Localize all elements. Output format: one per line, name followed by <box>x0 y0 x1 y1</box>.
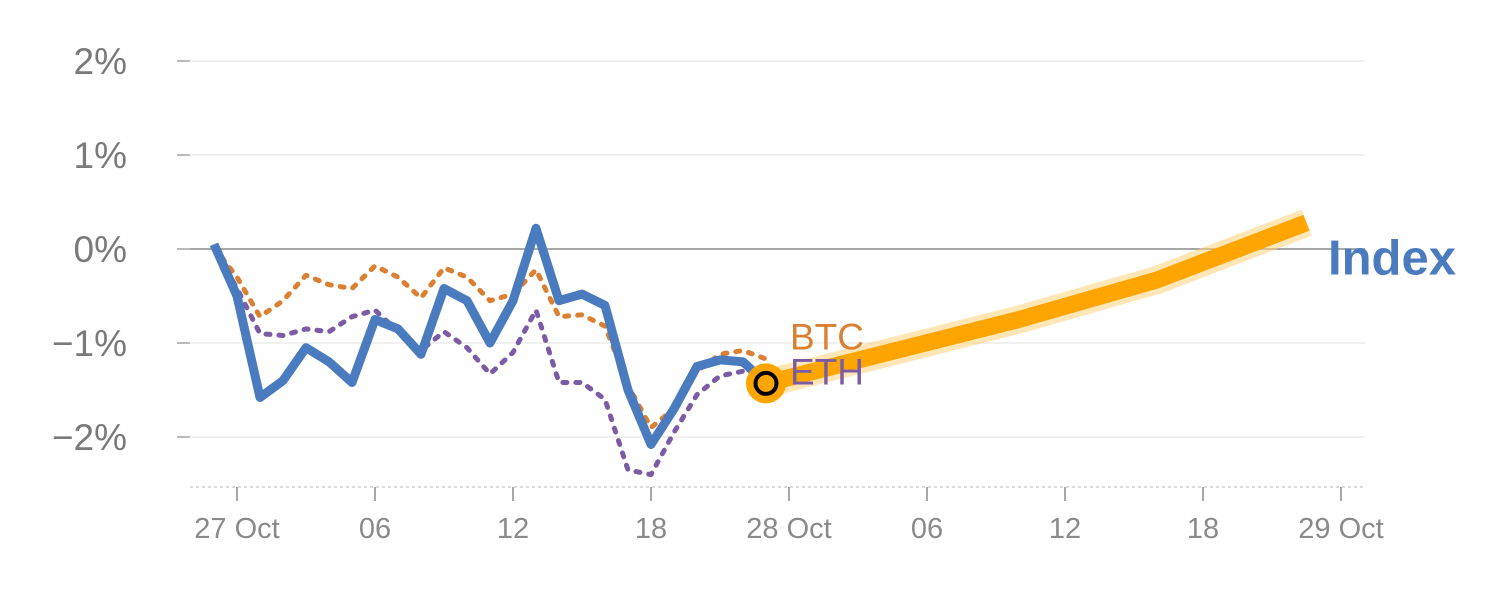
axes: 2% 1% 0% −1% −2% 27 Oct 06 12 18 28 Oct 06 12 18 29 O… <box>52 41 1384 545</box>
index-series-label: Index <box>1328 231 1456 285</box>
y-tick-label: −1% <box>52 323 127 364</box>
x-tick-label: 12 <box>1049 513 1081 545</box>
x-tick-label: 06 <box>359 513 391 545</box>
index-line <box>209 223 770 449</box>
x-tick-label: 06 <box>911 513 943 545</box>
y-tick-label: −2% <box>52 417 127 458</box>
x-tick-label: 29 Oct <box>1298 513 1383 545</box>
current-point-marker <box>753 370 779 396</box>
grid-lines <box>190 60 1365 438</box>
eth-series-label: ETH <box>790 351 864 392</box>
x-tick-label: 18 <box>1187 513 1219 545</box>
x-tick-label: 28 Oct <box>746 513 831 545</box>
forecast-line <box>763 214 1310 392</box>
btc-series-label: BTC <box>790 316 864 357</box>
x-tick-label: 12 <box>497 513 529 545</box>
markers <box>746 363 786 404</box>
x-tick-label: 18 <box>635 513 667 545</box>
y-tick-label: 1% <box>74 135 127 176</box>
y-tick-label: 0% <box>74 229 127 270</box>
eth-line <box>211 244 769 478</box>
series-lines <box>209 209 1312 478</box>
series-labels: BTC ETH Index <box>790 231 1456 392</box>
x-tick-label: 27 Oct <box>194 513 279 545</box>
y-tick-label: 2% <box>74 41 127 82</box>
